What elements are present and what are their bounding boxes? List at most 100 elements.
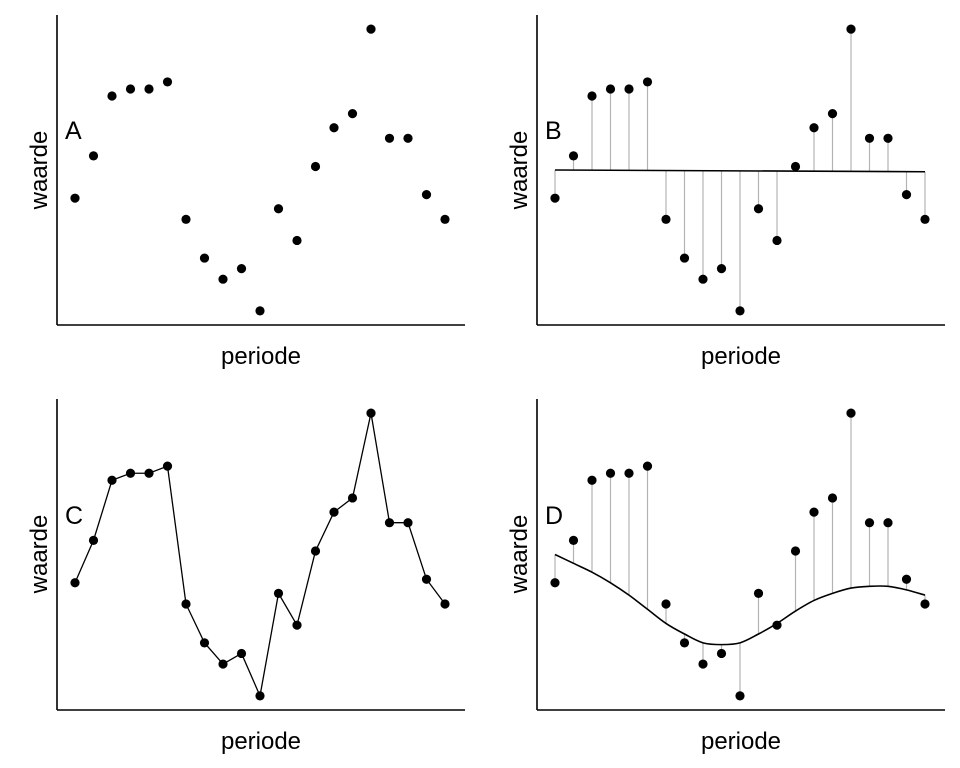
data-point — [218, 659, 228, 669]
panel-a: waarde periode A — [26, 15, 465, 370]
data-point — [883, 133, 893, 143]
data-point — [329, 507, 339, 517]
data-point — [753, 588, 764, 598]
data-point — [901, 190, 912, 200]
data-point — [329, 123, 339, 133]
data-point — [568, 151, 579, 161]
data-point — [864, 133, 875, 143]
data-point — [679, 638, 690, 648]
data-point — [218, 274, 228, 284]
data-point — [273, 204, 284, 214]
data-point — [735, 691, 745, 701]
data-point — [920, 214, 930, 224]
data-point — [236, 648, 247, 659]
data-point — [292, 620, 302, 630]
data-point — [273, 588, 284, 598]
data-point — [698, 274, 708, 284]
data-point — [310, 546, 321, 556]
data-point — [162, 461, 173, 471]
data-point — [550, 578, 560, 588]
data-point — [255, 306, 265, 316]
data-point — [827, 493, 838, 503]
data-point — [735, 306, 745, 316]
data-point — [236, 264, 247, 274]
data-point — [698, 659, 708, 669]
fit-line — [554, 169, 926, 173]
data-point — [790, 546, 801, 556]
panel-letter: D — [545, 502, 563, 530]
data-point — [642, 461, 653, 471]
data-point — [568, 535, 579, 545]
panel-d: waarde periode D — [506, 399, 945, 755]
data-point — [384, 133, 395, 143]
data-point — [661, 214, 671, 224]
data-point — [70, 193, 80, 203]
data-point — [605, 84, 616, 94]
data-point — [587, 91, 597, 101]
data-point — [347, 493, 358, 503]
data-point — [162, 77, 173, 87]
panel-letter: C — [65, 502, 83, 530]
data-point — [125, 84, 136, 94]
data-point — [827, 109, 838, 119]
panel-b: waarde periode B — [506, 15, 945, 370]
data-point — [772, 235, 782, 246]
data-point — [366, 24, 376, 34]
data-point — [661, 599, 671, 609]
data-point — [199, 638, 210, 648]
data-point — [125, 468, 136, 478]
data-point — [883, 518, 893, 528]
data-point — [809, 123, 819, 133]
data-point — [181, 599, 191, 609]
data-point — [292, 235, 302, 246]
data-point — [403, 133, 413, 143]
data-point — [624, 84, 634, 94]
data-point — [440, 214, 450, 224]
x-axis-label: periode — [221, 343, 301, 370]
data-point — [421, 190, 432, 200]
panel-c: waarde periode C — [26, 399, 465, 755]
data-point — [846, 408, 856, 418]
data-point — [605, 468, 616, 478]
data-point — [901, 574, 912, 584]
data-point — [846, 24, 856, 34]
x-axis-label: periode — [701, 728, 781, 755]
data-point — [624, 468, 634, 478]
marks — [550, 408, 930, 701]
data-point — [809, 507, 819, 517]
marks — [70, 24, 450, 316]
data-point — [181, 214, 191, 224]
data-point — [790, 161, 801, 172]
data-point — [753, 204, 764, 214]
data-point — [642, 77, 653, 87]
x-axis-label: periode — [701, 343, 781, 370]
data-point — [88, 151, 99, 161]
data-point — [587, 475, 597, 485]
fit-line — [554, 553, 926, 646]
data-point — [920, 599, 930, 609]
data-point — [255, 691, 265, 701]
data-point — [384, 518, 395, 528]
data-point — [440, 599, 450, 609]
data-point — [421, 574, 432, 584]
data-point — [366, 408, 376, 418]
data-point — [199, 253, 210, 263]
panel-letter: A — [65, 117, 82, 145]
data-point — [107, 475, 117, 485]
data-point — [716, 648, 727, 659]
y-axis-label: waarde — [26, 131, 53, 211]
data-point — [144, 84, 154, 94]
data-point — [772, 620, 782, 630]
data-point — [347, 109, 358, 119]
y-axis-label: waarde — [506, 131, 533, 211]
data-point — [310, 161, 321, 172]
y-axis-label: waarde — [26, 515, 53, 595]
panel-letter: B — [545, 117, 562, 145]
data-point — [88, 535, 99, 545]
data-point — [716, 264, 727, 274]
data-point — [864, 518, 875, 528]
y-axis-label: waarde — [506, 515, 533, 595]
data-point — [550, 193, 560, 203]
data-point — [403, 518, 413, 528]
